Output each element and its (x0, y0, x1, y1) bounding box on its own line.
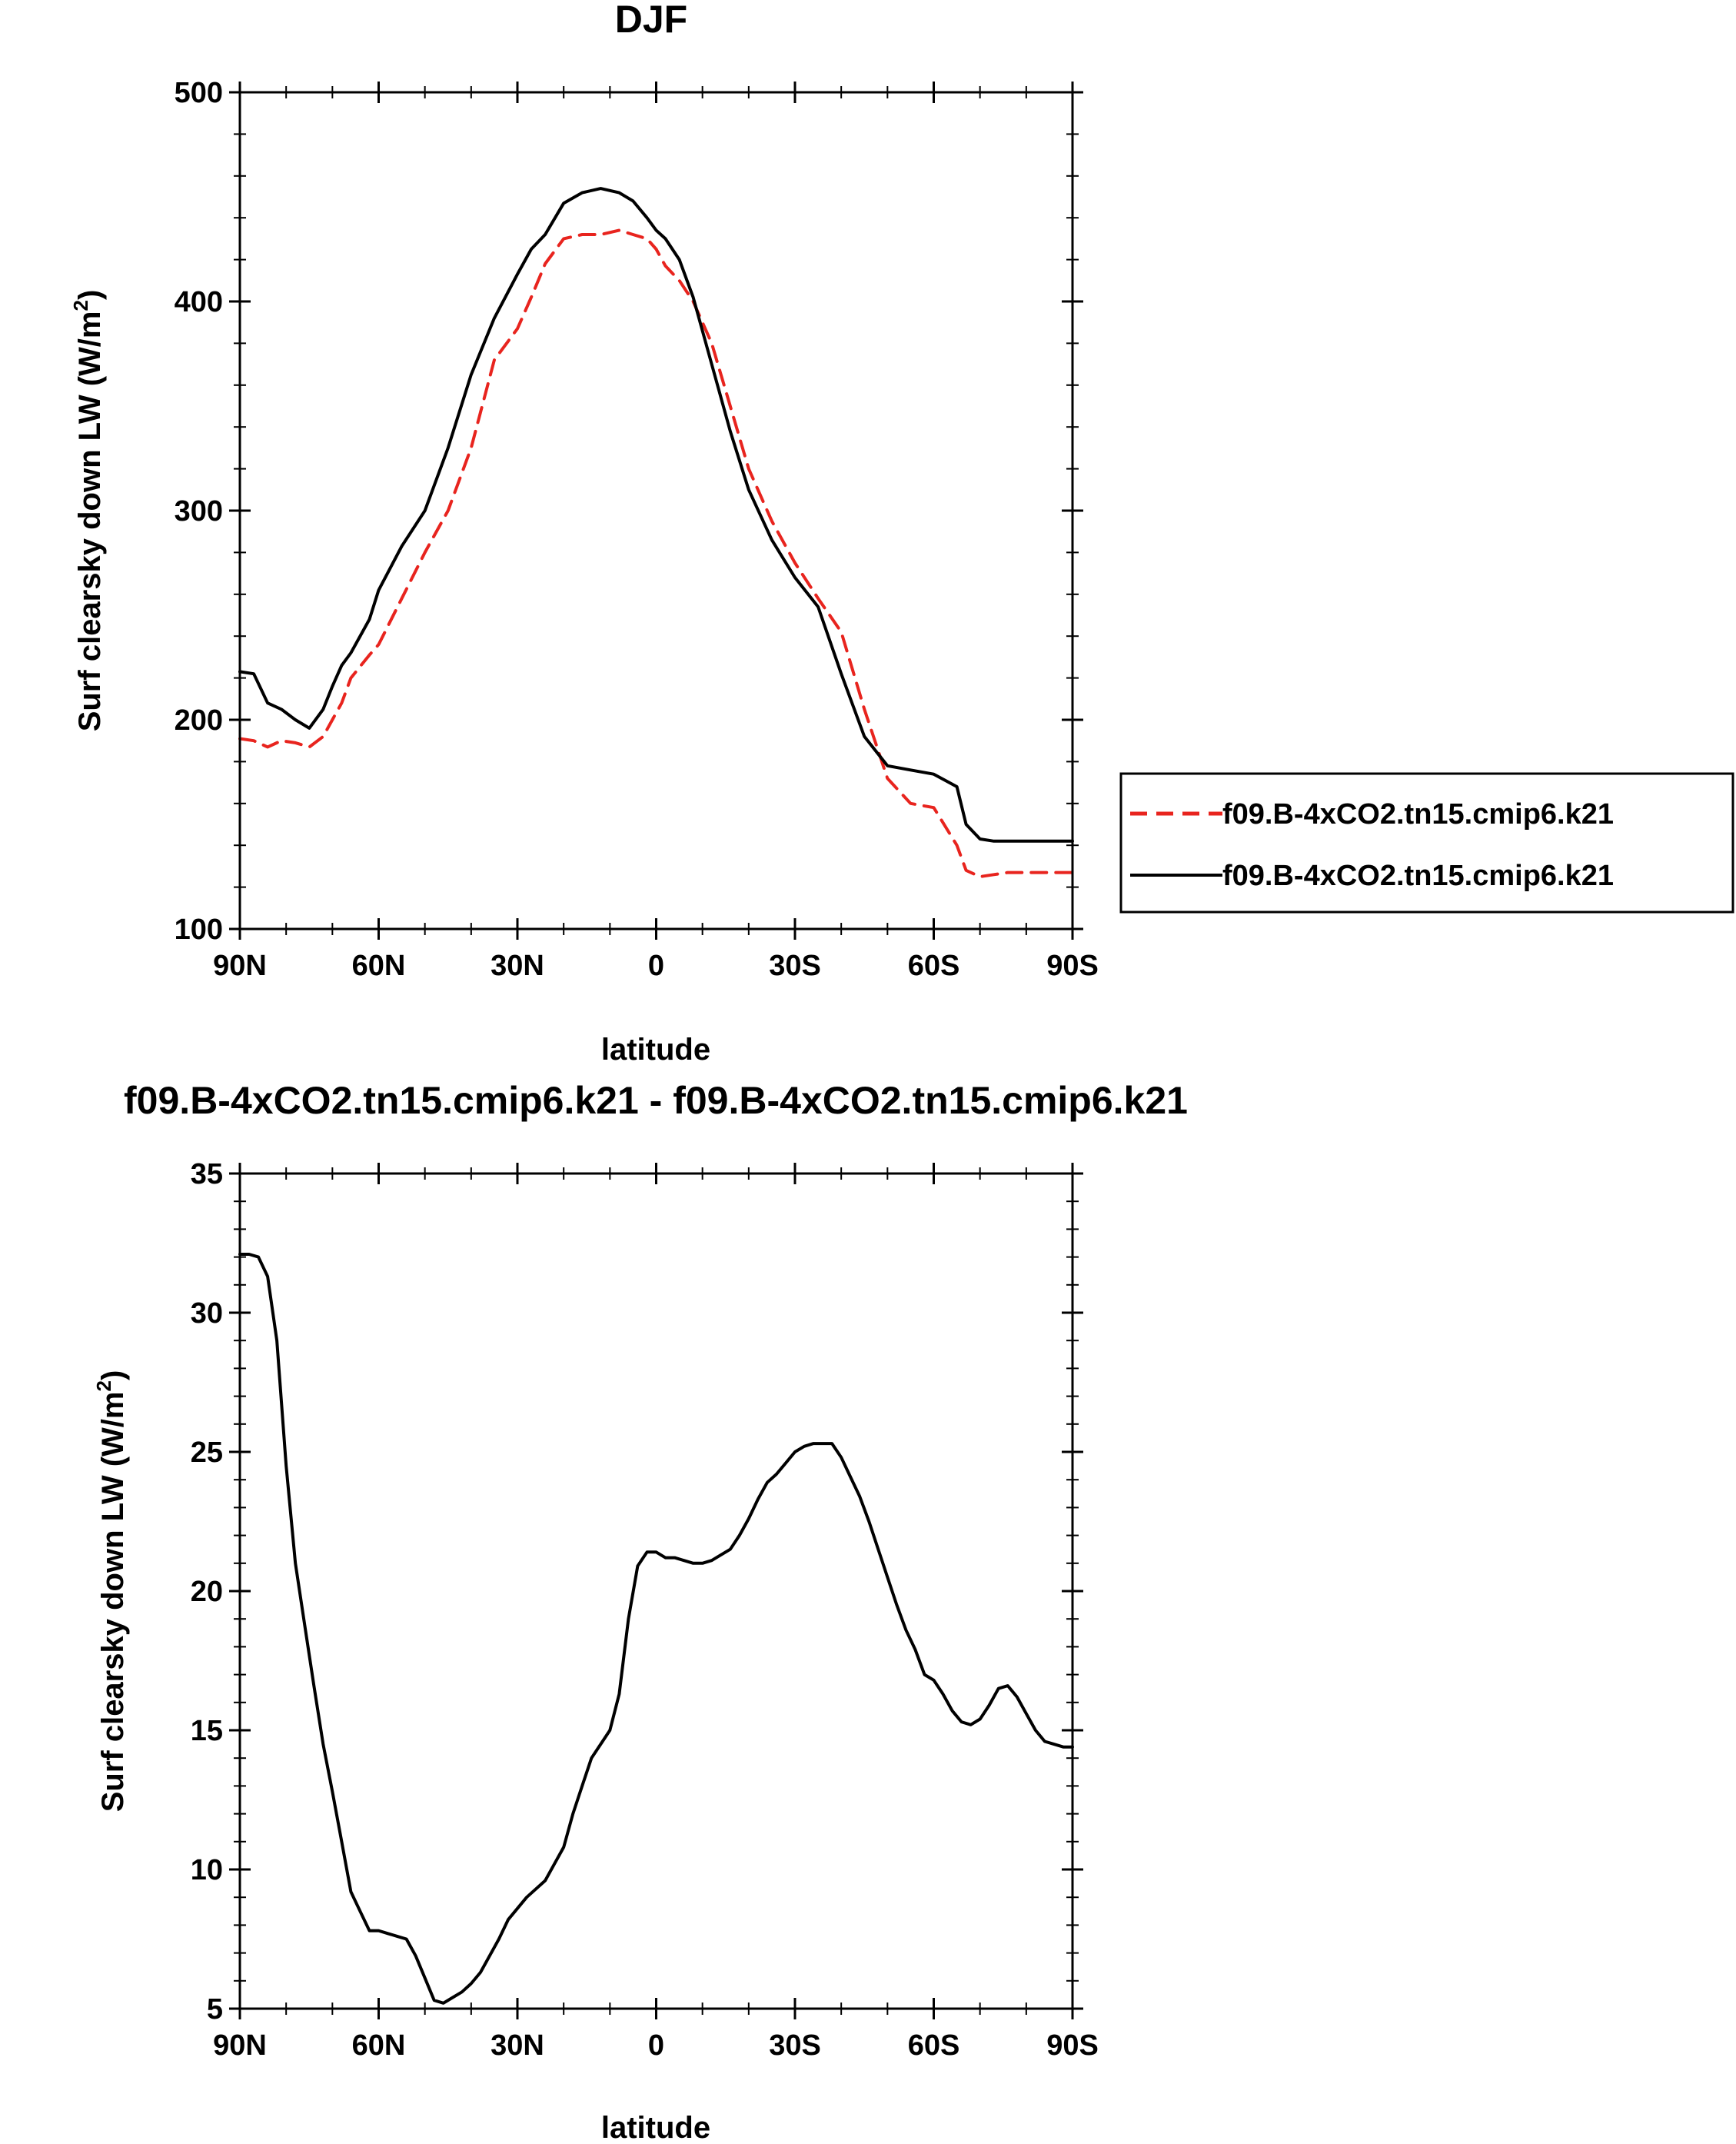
series-line-2 (238, 187, 1074, 843)
top-chart-y-axis-label-sup: 2 (69, 300, 92, 311)
bottom-chart-ticks (229, 1163, 1083, 2019)
y-tick-label: 30 (191, 1297, 223, 1330)
y-tick-label: 100 (175, 914, 223, 946)
legend-label-1: f09.B-4xCO2.tn15.cmip6.k21 (1222, 798, 1614, 831)
x-tick-label: 60S (908, 2029, 960, 2062)
bottom-chart-y-axis-label-close: ) (96, 1370, 130, 1380)
top-chart-frame (238, 91, 1074, 931)
y-tick-label: 10 (191, 1854, 223, 1886)
x-tick-label: 90S (1046, 950, 1099, 982)
bottom-chart-y-axis-label: Surf clearsky down LW (W/m2) (92, 1370, 130, 1813)
x-tick-label: 90N (213, 950, 267, 982)
y-tick-label: 15 (191, 1715, 223, 1747)
legend-label-2: f09.B-4xCO2.tn15.cmip6.k21 (1222, 860, 1614, 892)
bottom-chart-series (238, 1253, 1074, 2005)
bottom-chart-x-axis-label: latitude (601, 2111, 710, 2144)
series-line-1 (238, 1253, 1074, 2005)
y-tick-label: 500 (175, 77, 223, 109)
bottom-chart-y-tick-labels: 5 10 15 20 25 30 35 (191, 1158, 223, 2026)
bottom-chart: f09.B-4xCO2.tn15.cmip6.k21 - f09.B-4xCO2… (92, 1079, 1188, 2144)
legend-box (1119, 772, 1734, 914)
bottom-chart-x-tick-labels: 90N 60N 30N 0 30S 60S 90S (213, 2029, 1099, 2062)
top-chart-y-axis-label-main: Surf clearsky down LW (W/m (73, 311, 107, 732)
legend: f09.B-4xCO2.tn15.cmip6.k21 f09.B-4xCO2.t… (1119, 772, 1734, 914)
x-tick-label: 60N (352, 950, 406, 982)
y-tick-label: 25 (191, 1437, 223, 1469)
x-tick-label: 60S (908, 950, 960, 982)
y-tick-label: 200 (175, 704, 223, 737)
x-tick-label: 60N (352, 2029, 406, 2062)
x-tick-label: 90S (1046, 2029, 1099, 2062)
x-tick-label: 0 (648, 2029, 664, 2062)
x-tick-label: 90N (213, 2029, 267, 2062)
x-tick-label: 30N (491, 2029, 544, 2062)
top-chart-series (238, 187, 1074, 878)
top-chart-ticks (229, 82, 1083, 940)
x-tick-label: 30N (491, 950, 544, 982)
y-tick-label: 300 (175, 495, 223, 528)
bottom-chart-y-axis-label-main: Surf clearsky down LW (W/m (96, 1392, 130, 1813)
y-tick-label: 5 (207, 1993, 223, 2026)
bottom-chart-title: f09.B-4xCO2.tn15.cmip6.k21 - f09.B-4xCO2… (124, 1079, 1188, 1122)
top-chart-x-axis-label: latitude (601, 1033, 710, 1067)
y-tick-label: 35 (191, 1158, 223, 1190)
bottom-chart-y-axis-label-sup: 2 (92, 1380, 115, 1391)
top-chart-y-axis-label-close: ) (73, 290, 107, 300)
top-chart-title: DJF (615, 0, 687, 41)
bottom-chart-frame (238, 1172, 1074, 2010)
x-tick-label: 0 (648, 950, 664, 982)
top-chart-y-tick-labels: 100 200 300 400 500 (175, 77, 223, 946)
x-tick-label: 30S (769, 950, 821, 982)
x-tick-label: 30S (769, 2029, 821, 2062)
y-tick-label: 20 (191, 1576, 223, 1608)
top-chart-x-tick-labels: 90N 60N 30N 0 30S 60S 90S (213, 950, 1099, 982)
series-line-1 (238, 228, 1074, 878)
top-chart-y-axis-label: Surf clearsky down LW (W/m2) (69, 290, 107, 732)
y-tick-label: 400 (175, 286, 223, 318)
